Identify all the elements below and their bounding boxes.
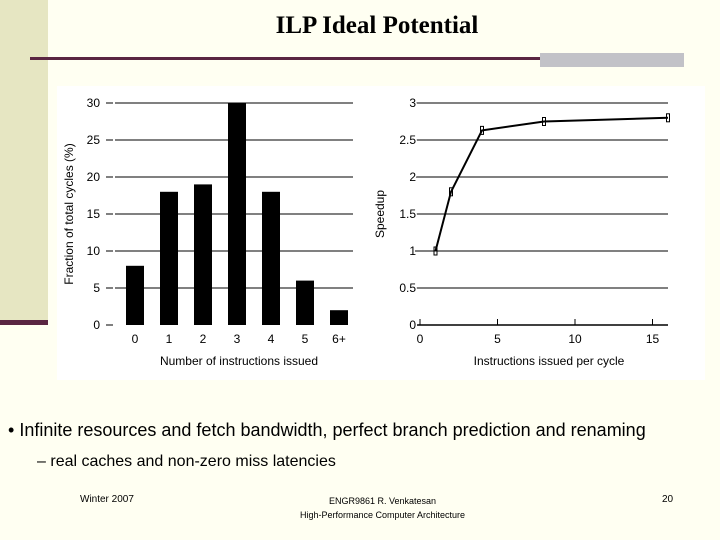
line-chart: 0 0.5 1 1.5 2 2.5 3 0 5 10 15 Instructions issued p…	[373, 95, 670, 368]
bar-xtick-label: 2	[200, 332, 207, 346]
bar-xtick-label: 6+	[332, 332, 346, 346]
speedup-data-point	[666, 113, 670, 123]
line-xtick-label: 10	[568, 332, 582, 346]
bar-y-axis-label: Fraction of total cycles (%)	[62, 143, 76, 284]
bar-xtick-label: 0	[132, 332, 139, 346]
line-y-axis-label: Speedup	[373, 190, 387, 238]
footer-page-number: 20	[662, 494, 674, 505]
bar	[160, 191, 178, 325]
speedup-data-point	[542, 117, 546, 126]
bar-ytick-label: 30	[87, 96, 101, 110]
slide-title: ILP Ideal Potential	[275, 12, 479, 39]
bar-chart: 0 5 10 15 20 25 30 0 1 2 3 4 5 6+ Number of instructio…	[62, 96, 353, 368]
bullet-text: Infinite resources and fetch bandwidth, …	[19, 420, 646, 440]
bar-ytick-label: 0	[93, 318, 100, 332]
line-x-axis-label: Instructions issued per cycle	[474, 354, 625, 368]
bar-xtick-label: 4	[268, 332, 275, 346]
line-xtick-label: 5	[494, 332, 501, 346]
left-decor-band-edge	[0, 320, 48, 325]
bullet-point: • Infinite resources and fetch bandwidth…	[8, 420, 646, 441]
line-xtick-label: 0	[417, 332, 424, 346]
speedup-data-point	[433, 246, 438, 256]
bar-xtick-label: 5	[302, 332, 309, 346]
left-decor-band	[0, 0, 48, 324]
bar-x-axis-label: Number of instructions issued	[160, 354, 318, 368]
line-ytick-label: 3	[409, 96, 416, 110]
bar	[296, 280, 314, 325]
footer-course: ENGR9861 R. Venkatesan High-Performance …	[250, 494, 515, 522]
bar	[330, 310, 348, 325]
speedup-series-line	[434, 116, 669, 252]
line-ytick-label: 2.5	[399, 133, 416, 147]
bar	[262, 191, 280, 325]
footer-course-title: High-Performance Computer Architecture	[299, 510, 466, 520]
bullet-marker: •	[8, 420, 15, 440]
bar-xtick-label: 1	[166, 332, 173, 346]
line-ytick-label: 2	[409, 170, 416, 184]
sub-bullet-point: – real caches and non-zero miss latencie…	[37, 453, 336, 471]
speedup-data-point	[449, 187, 453, 197]
bar	[228, 103, 246, 325]
speedup-data-point	[480, 125, 484, 135]
title-underline	[30, 57, 540, 60]
line-ytick-label: 1	[409, 244, 416, 258]
line-ytick-label: 1.5	[399, 207, 416, 221]
footer-course-line: ENGR9861 R. Venkatesan	[328, 496, 437, 506]
sub-bullet-marker: –	[37, 453, 46, 470]
sub-bullet-text: real caches and non-zero miss latencies	[50, 453, 336, 470]
bar-ytick-label: 10	[87, 244, 101, 258]
bar-xtick-label: 3	[234, 332, 241, 346]
bar	[126, 265, 144, 325]
footer-date: Winter 2007	[80, 494, 134, 505]
bar-ytick-label: 25	[87, 133, 101, 147]
bar	[194, 184, 212, 325]
line-ytick-label: 0.5	[399, 281, 416, 295]
line-xtick-label: 15	[646, 332, 660, 346]
bar-ytick-label: 5	[93, 281, 100, 295]
line-ytick-label: 0	[409, 318, 416, 332]
bar-ytick-label: 20	[87, 170, 101, 184]
title-underline-accent	[540, 53, 684, 67]
bar-ytick-label: 15	[87, 207, 101, 221]
